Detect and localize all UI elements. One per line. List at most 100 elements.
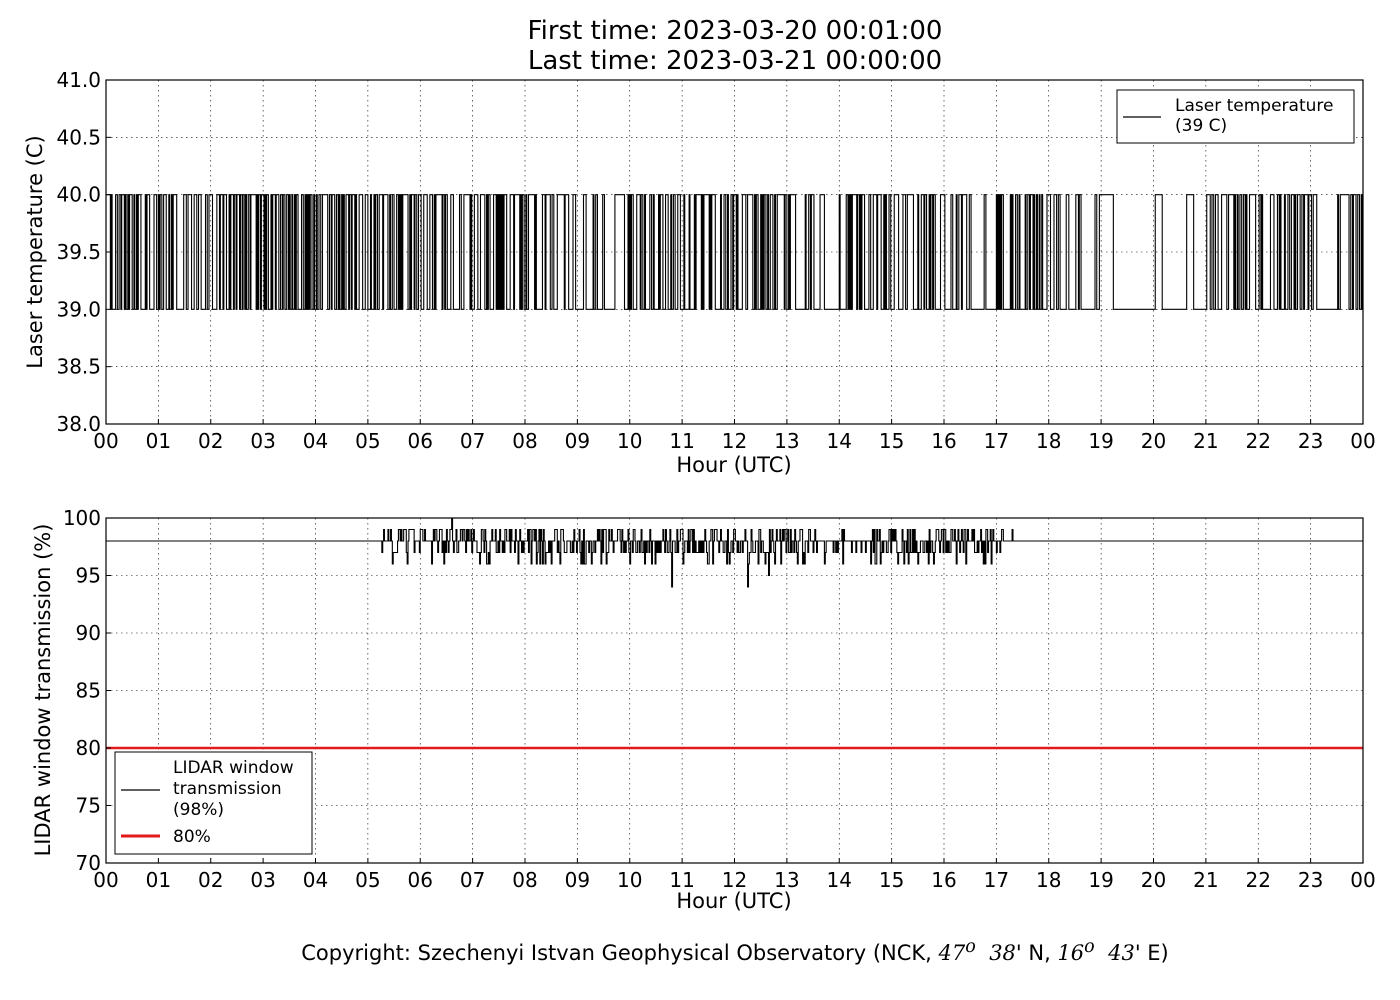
y-tick-label: 40.0 [56,183,101,207]
y-tick-label: 95 [76,564,101,588]
y-tick-label: 70 [76,851,101,875]
legend-label-lidar-line2: transmission [173,779,282,799]
y-axis-label-top: Laser temperature (C) [23,135,47,368]
x-tick-label: 00 [1350,429,1375,453]
x-tick-label: 15 [879,429,904,453]
x-tick-label: 19 [1088,868,1113,892]
y-tick-label: 41.0 [56,68,101,92]
copyright-footer: Copyright: Szechenyi Istvan Geophysical … [0,937,1400,965]
x-tick-label: 09 [565,429,590,453]
x-tick-label: 17 [984,868,1009,892]
y-tick-label: 100 [63,506,101,530]
degree-mark-lon: o [1084,937,1095,957]
x-tick-label: 01 [146,429,171,453]
x-tick-label: 07 [460,868,485,892]
x-tick-label: 03 [250,429,275,453]
x-tick-label: 10 [617,429,642,453]
x-tick-labels-top: 00 01 02 03 04 05 06 07 08 09 10 11 12 13 14 15 16 17 18 19… [93,419,1376,453]
x-tick-label: 00 [93,429,118,453]
x-tick-label: 11 [669,868,694,892]
x-tick-label: 04 [303,429,328,453]
x-tick-label: 13 [774,868,799,892]
y-tick-label: 75 [76,794,101,818]
legend-label-laser-line2: (39 C) [1175,116,1227,136]
x-tick-label: 02 [198,429,223,453]
series-laser-temperature [106,194,1363,310]
page-title: First time: 2023-03-20 00:01:00 Last tim… [0,16,1400,76]
x-tick-label: 20 [1141,868,1166,892]
x-tick-label: 22 [1246,429,1271,453]
x-tick-label: 16 [931,868,956,892]
x-tick-label: 21 [1193,429,1218,453]
chart-laser-temperature: 00 01 02 03 04 05 06 07 08 09 10 11 12 13 14 15 16 17 18 19… [23,68,1376,477]
legend-label-threshold: 80% [173,827,211,847]
y-tick-labels-bottom: 70 75 80 85 90 95 100 [63,506,111,875]
title-line-1: First time: 2023-03-20 00:01:00 [527,16,943,46]
x-tick-label: 04 [303,868,328,892]
x-tick-label: 02 [198,868,223,892]
legend-top: Laser temperature (39 C) [1116,89,1355,144]
y-tick-label: 90 [76,621,101,645]
x-tick-label: 12 [722,429,747,453]
legend-bottom: LIDAR window transmission (98%) 80% [114,751,313,855]
x-tick-label: 18 [1036,868,1061,892]
x-tick-label: 03 [250,868,275,892]
y-axis-label-bottom: LIDAR window transmission (%) [31,524,55,857]
x-tick-label: 06 [408,429,433,453]
y-tick-label: 39.0 [56,297,101,321]
y-tick-label: 38.5 [56,355,101,379]
title-line-2: Last time: 2023-03-21 00:00:00 [527,46,943,76]
x-tick-label: 21 [1193,868,1218,892]
latitude-minutes: 38 [989,941,1016,965]
x-tick-label: 08 [512,429,537,453]
degree-mark-lat: o [965,937,976,957]
y-tick-label: 85 [76,679,101,703]
x-tick-label: 14 [827,429,852,453]
x-tick-label: 05 [355,429,380,453]
legend-label-laser-line1: Laser temperature [1175,96,1333,116]
y-tick-label: 39.5 [56,240,101,264]
x-tick-label: 19 [1088,429,1113,453]
x-tick-label: 00 [1350,868,1375,892]
series-line-lidar-transmission [106,517,1363,588]
series-lidar-transmission [106,517,1363,750]
latitude-suffix: ' N, [1015,941,1058,965]
longitude-suffix: ' E) [1134,941,1169,965]
x-tick-label: 13 [774,429,799,453]
x-tick-label: 16 [931,429,956,453]
y-tick-label: 38.0 [56,412,101,436]
series-line-laser-temperature [106,194,1363,310]
x-tick-label: 06 [408,868,433,892]
x-tick-label: 07 [460,429,485,453]
x-tick-label: 23 [1298,429,1323,453]
x-axis-label-top: Hour (UTC) [676,453,791,477]
x-tick-label: 05 [355,868,380,892]
x-tick-label: 20 [1141,429,1166,453]
x-tick-label: 18 [1036,429,1061,453]
x-tick-label: 14 [827,868,852,892]
longitude-minutes: 43 [1108,941,1135,965]
y-tick-labels-top: 38.0 38.5 39.0 39.5 40.0 40.5 41.0 [56,68,111,436]
x-tick-label: 11 [669,429,694,453]
x-tick-label: 08 [512,868,537,892]
latitude-degrees: 47 [938,941,966,965]
y-tick-label: 40.5 [56,125,101,149]
y-tick-label: 80 [76,736,101,760]
legend-label-lidar-line3: (98%) [173,800,224,820]
x-tick-label: 22 [1246,868,1271,892]
chart-lidar-transmission: 00 01 02 03 04 05 06 07 08 09 10 11 12 13 14 15 16 17 18 19… [31,506,1376,913]
x-tick-label: 00 [93,868,118,892]
x-tick-label: 10 [617,868,642,892]
x-tick-label: 15 [879,868,904,892]
copyright-prefix: Copyright: Szechenyi Istvan Geophysical … [301,941,939,965]
x-tick-label: 23 [1298,868,1323,892]
x-tick-label: 12 [722,868,747,892]
x-tick-labels-bottom: 00 01 02 03 04 05 06 07 08 09 10 11 12 13 14 15 16 17 18 19… [93,858,1376,892]
longitude-degrees: 16 [1057,941,1085,965]
legend-label-lidar-line1: LIDAR window [173,758,294,778]
x-axis-label-bottom: Hour (UTC) [676,889,791,913]
x-tick-label: 09 [565,868,590,892]
x-tick-label: 01 [146,868,171,892]
x-tick-label: 17 [984,429,1009,453]
